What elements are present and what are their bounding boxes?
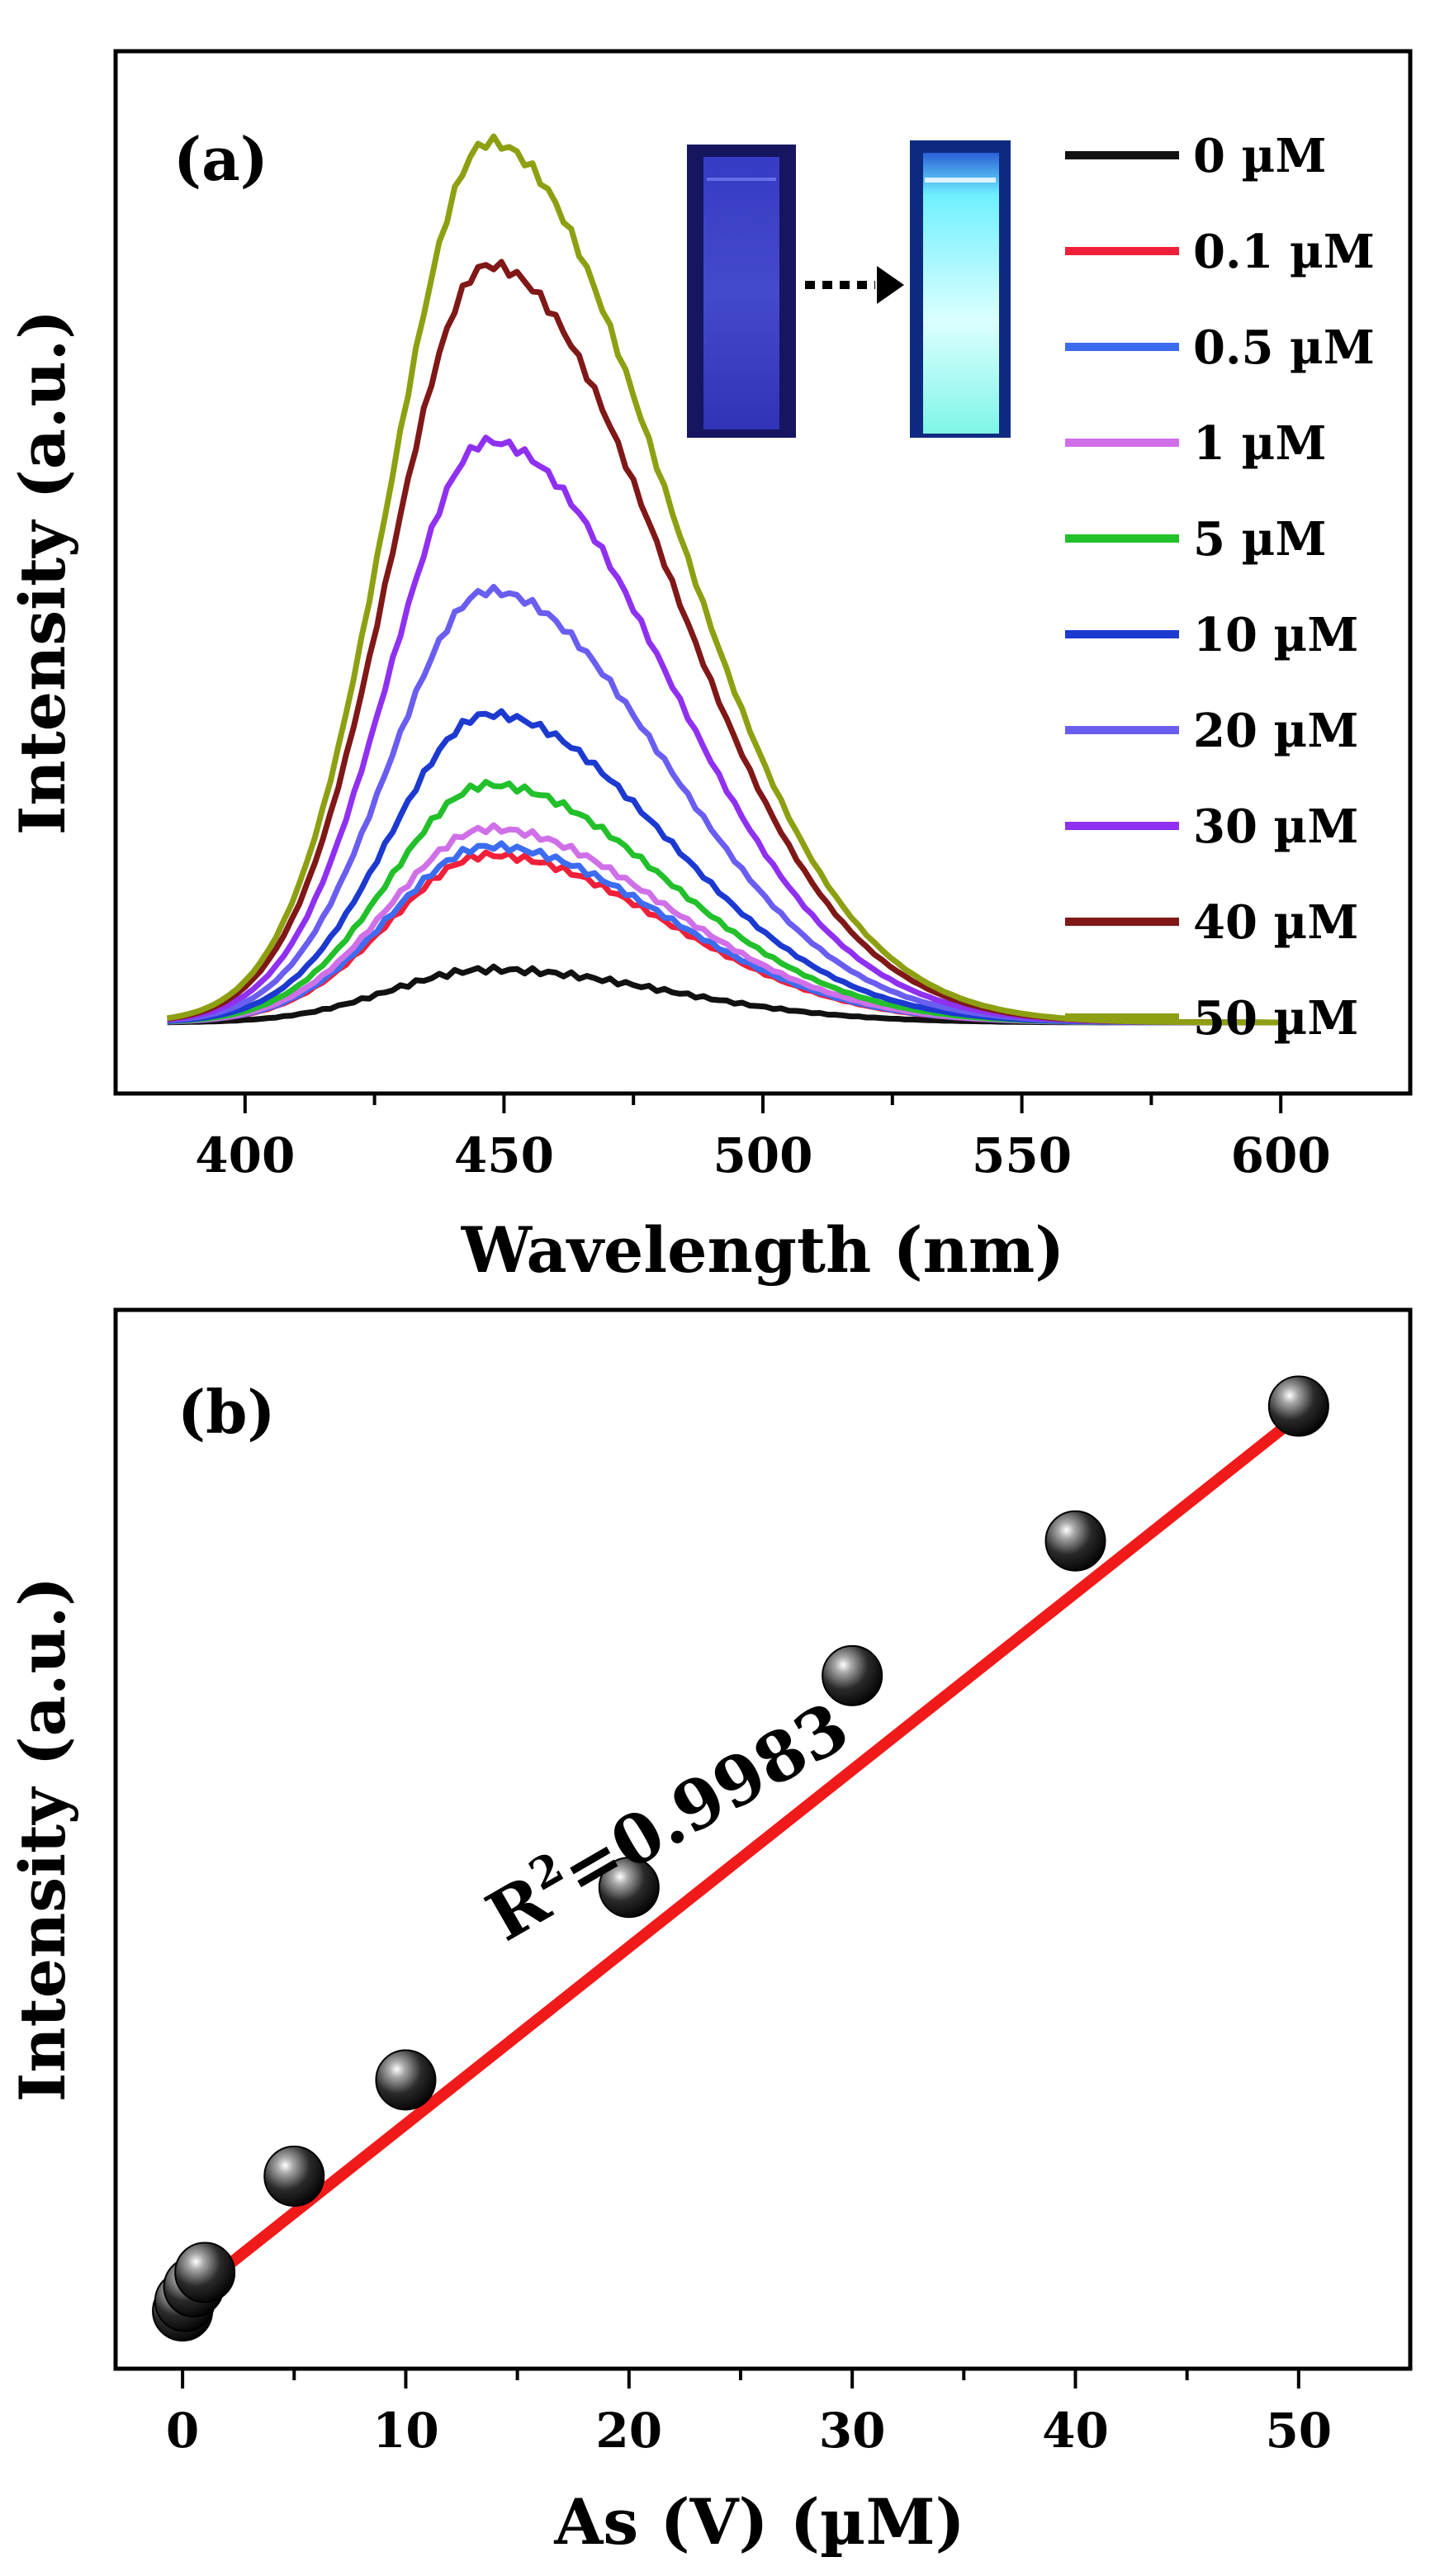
panel-b-x-tick-label: 0 xyxy=(166,2403,199,2459)
panel-b-x-tick-label: 40 xyxy=(1042,2403,1109,2459)
panel-a-label: (a) xyxy=(173,124,268,194)
legend-label: 30 µM xyxy=(1193,799,1358,854)
legend-label: 0.1 µM xyxy=(1193,225,1375,279)
legend-label: 40 µM xyxy=(1193,895,1358,950)
linear-fit-line xyxy=(177,1410,1305,2308)
spectrum-curve-0.1uM xyxy=(167,849,1279,1026)
panel-a-x-tick-label: 500 xyxy=(713,1127,812,1184)
panel-b-label: (b) xyxy=(178,1377,275,1447)
data-point xyxy=(598,1857,660,1919)
panel-b-x-tick-label: 50 xyxy=(1265,2403,1332,2459)
data-point xyxy=(1267,1375,1329,1437)
panel-a-legend: 0 µM 0.1 µM 0.5 µM 1 µM 5 µM 10 µM 20 µM 30 µM 4… xyxy=(1065,129,1375,1046)
legend-label: 1 µM xyxy=(1193,416,1326,471)
panel-a-y-axis-label: Intensity (a.u.) xyxy=(6,310,79,835)
data-point xyxy=(174,2242,236,2303)
panel-b-x-ticks: 0 10 20 30 40 50 xyxy=(166,2369,1332,2459)
data-point xyxy=(263,2145,325,2207)
panel-b-points xyxy=(152,1375,1329,2342)
data-point xyxy=(822,1644,883,1706)
legend-label: 20 µM xyxy=(1193,704,1358,758)
panel-a: 400 450 500 550 600 (a) 0 µM 0.1 µM 0.5 µM 1 µM… xyxy=(6,49,1413,1287)
panel-b-x-tick-label: 10 xyxy=(372,2403,439,2459)
data-point xyxy=(1044,1510,1106,1572)
panel-a-x-ticks: 400 450 500 550 600 xyxy=(195,1093,1331,1184)
data-point xyxy=(375,2049,437,2111)
panel-b-x-tick-label: 20 xyxy=(595,2403,662,2459)
inset-cuvette-photos xyxy=(687,140,1011,438)
legend-label: 0.5 µM xyxy=(1193,320,1375,375)
panel-a-x-tick-label: 450 xyxy=(454,1127,554,1184)
legend-label: 50 µM xyxy=(1193,991,1358,1046)
panel-a-x-axis-label: Wavelength (nm) xyxy=(461,1213,1065,1287)
panel-a-x-tick-label: 550 xyxy=(972,1127,1072,1184)
panel-b: 0 10 20 30 40 50 (b) R2=0.9983 As (V) (µM) In… xyxy=(6,1307,1413,2559)
legend-label: 10 µM xyxy=(1193,608,1358,662)
panel-a-x-tick-label: 400 xyxy=(195,1127,295,1184)
panel-b-y-axis-label: Intensity (a.u.) xyxy=(6,1577,79,2102)
legend-label: 5 µM xyxy=(1193,512,1326,567)
panel-b-x-axis-label: As (V) (µM) xyxy=(553,2485,964,2559)
legend-label: 0 µM xyxy=(1193,129,1326,183)
panel-b-frame xyxy=(113,1307,1413,2371)
panel-b-x-tick-label: 30 xyxy=(819,2403,886,2459)
panel-a-x-tick-label: 600 xyxy=(1231,1127,1331,1184)
